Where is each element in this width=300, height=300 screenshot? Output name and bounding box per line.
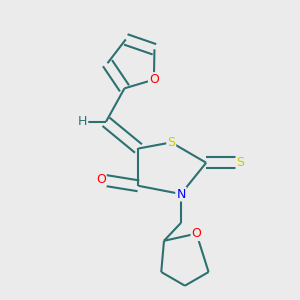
Text: N: N <box>176 188 186 200</box>
Text: S: S <box>167 136 175 149</box>
Text: H: H <box>78 115 87 128</box>
Text: O: O <box>191 227 201 240</box>
Text: S: S <box>236 156 244 169</box>
Text: O: O <box>149 73 159 86</box>
Text: O: O <box>96 173 106 186</box>
